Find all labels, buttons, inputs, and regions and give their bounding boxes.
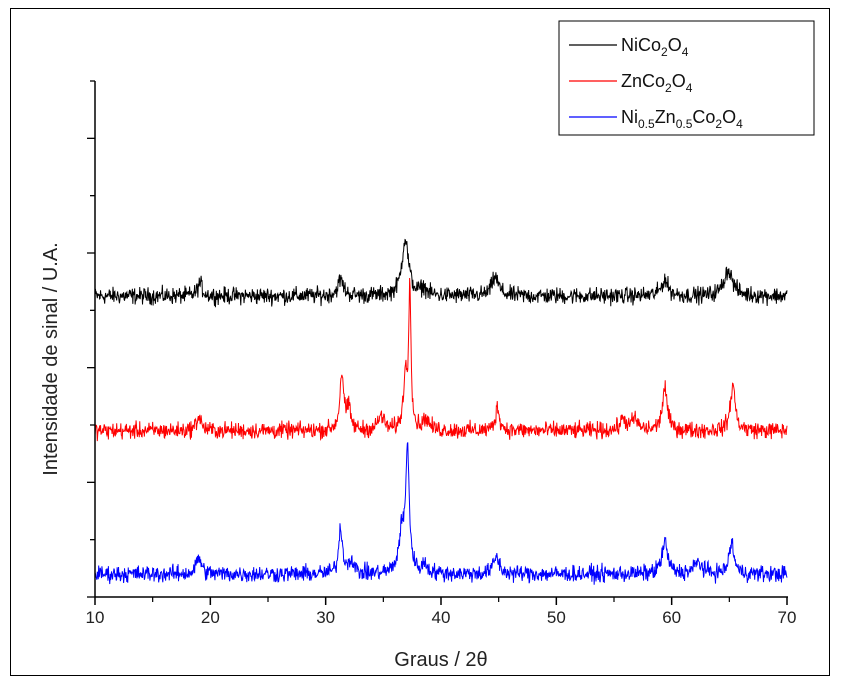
x-tick-label: 50	[547, 608, 566, 627]
x-tick-label: 30	[316, 608, 335, 627]
x-tick-label: 20	[201, 608, 220, 627]
legend-entry-3: Ni0.5Zn0.5Co2O4	[621, 107, 743, 131]
legend-text-part: ZnCo	[621, 71, 665, 91]
chart-frame: 10 20 30 40 50 60 70 Graus / 2θ Intensidade de…	[10, 8, 830, 676]
y-ticks	[87, 80, 95, 598]
legend-box	[558, 20, 815, 136]
legend-text-part: 0.5	[638, 117, 655, 131]
x-axis-title: Graus / 2θ	[394, 649, 487, 671]
y-axis-title: Intensidade de sinal / U.A.	[40, 242, 62, 475]
x-tick-label: 70	[778, 608, 797, 627]
series-line-2	[94, 278, 788, 442]
legend-text-part: O	[672, 71, 686, 91]
xrd-chart: 10 20 30 40 50 60 70 Graus / 2θ Intensidade de…	[40, 20, 815, 671]
series-layer	[94, 238, 788, 585]
legend-text-part: Zn	[655, 107, 676, 127]
legend-text-part: Co	[692, 107, 715, 127]
legend-text-part: NiCo	[621, 35, 661, 55]
legend-text-part: 2	[661, 45, 668, 59]
series-line-3	[94, 442, 788, 585]
plot-area: 10 20 30 40 50 60 70	[86, 80, 797, 627]
legend-text-part: O	[722, 107, 736, 127]
x-tick-label: 40	[432, 608, 451, 627]
series-line-1	[94, 238, 788, 308]
x-ticks: 10 20 30 40 50 60 70	[86, 597, 797, 627]
legend-text-part: 4	[686, 81, 693, 95]
legend-text-part: Ni	[621, 107, 638, 127]
legend-entry-1: NiCo2O4	[621, 35, 689, 59]
x-tick-label: 10	[86, 608, 105, 627]
x-tick-label: 60	[662, 608, 681, 627]
legend-text-part: 2	[715, 117, 722, 131]
legend-entry-2: ZnCo2O4	[621, 71, 693, 95]
legend-text-part: 2	[665, 81, 672, 95]
legend-text-part: O	[668, 35, 682, 55]
legend-text-part: 4	[682, 45, 689, 59]
legend-text-part: 4	[736, 117, 743, 131]
legend-text-part: 0.5	[676, 117, 693, 131]
